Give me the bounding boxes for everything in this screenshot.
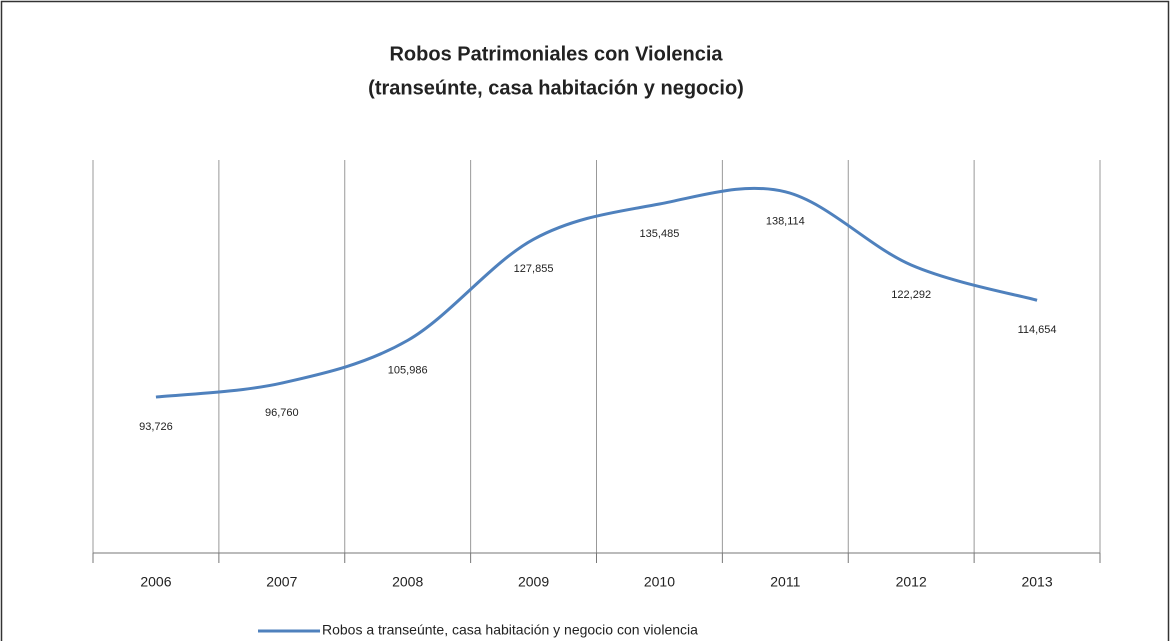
x-tick-label: 2012 [896,574,927,590]
chart-subtitle: (transeúnte, casa habitación y negocio) [368,77,744,99]
x-tick-label: 2013 [1021,574,1052,590]
legend-label: Robos a transeúnte, casa habitación y ne… [322,622,698,638]
data-label: 127,855 [514,263,554,275]
x-tick-label: 2006 [140,574,171,590]
data-label: 114,654 [1018,324,1057,336]
data-label: 135,485 [640,228,680,240]
x-tick-label: 2008 [392,574,423,590]
data-label: 122,292 [891,289,931,301]
x-tick-label: 2011 [770,574,800,590]
data-label: 96,760 [265,407,299,419]
data-label: 105,986 [388,364,428,376]
x-tick-label: 2009 [518,574,549,590]
x-tick-label: 2010 [644,574,675,590]
data-label: 138,114 [766,216,805,228]
chart-title: Robos Patrimoniales con Violencia [389,43,723,65]
x-tick-label: 2007 [266,574,297,590]
data-line [155,186,1038,399]
data-label: 93,726 [139,421,173,433]
